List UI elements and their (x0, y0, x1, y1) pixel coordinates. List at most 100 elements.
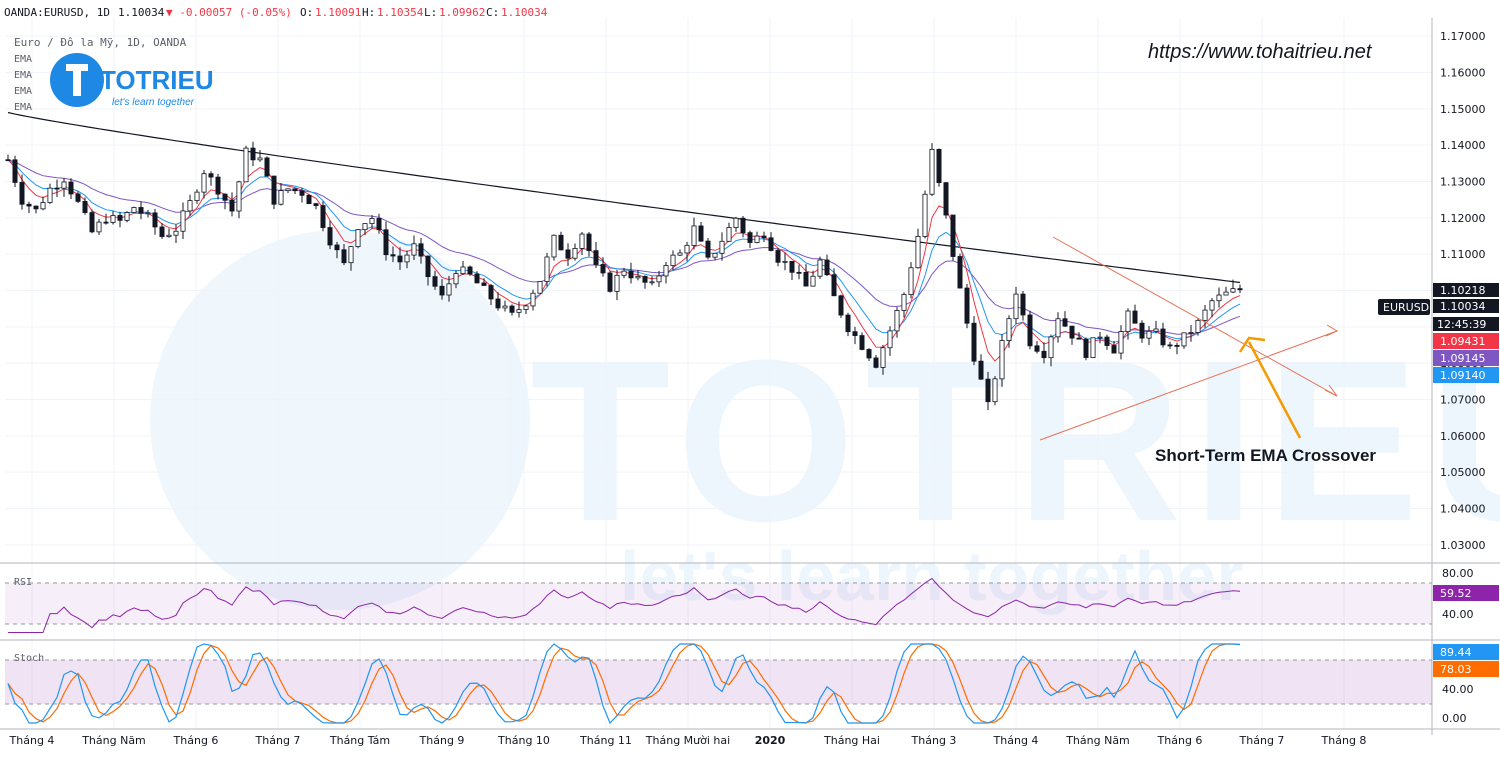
candle-down (747, 232, 753, 243)
candle-down (439, 285, 445, 296)
grid (5, 18, 1432, 729)
legend-ema-3[interactable]: EMA (14, 86, 32, 97)
candle-up (992, 378, 998, 403)
candle-up (544, 256, 550, 282)
candle-up (285, 188, 291, 192)
open-value: 1.10091 (315, 6, 361, 19)
price-tick-label: 1.05000 (1440, 466, 1486, 479)
legend-ema-1[interactable]: EMA (14, 54, 32, 65)
time-tick-label: Tháng Tám (329, 734, 390, 747)
price-tick-label: 1.12000 (1440, 212, 1486, 225)
time-tick-label: Tháng Hai (823, 734, 880, 747)
candle-down (481, 282, 487, 286)
candle-down (327, 227, 333, 246)
candle-up (782, 260, 788, 263)
candle-down (971, 322, 977, 362)
candle-up (894, 310, 900, 332)
low-label: L: (424, 6, 437, 19)
candle-up (173, 230, 179, 236)
candle-down (845, 314, 851, 333)
candle-down (75, 193, 81, 202)
candle-up (1216, 294, 1222, 302)
candle-down (474, 273, 480, 284)
candle-down (978, 360, 984, 380)
candle-up (887, 330, 893, 349)
candle-down (1104, 336, 1110, 346)
callout-arrowhead-icon (1238, 336, 1266, 353)
candle-down (936, 148, 942, 184)
time-labels: Tháng 4 Tháng Năm Tháng 6 Tháng 7 Tháng Tám T… (9, 734, 1367, 747)
candle-down (152, 212, 158, 228)
lower-trendline[interactable] (1039, 330, 1338, 441)
candle-down (376, 218, 382, 231)
legend-ema-4[interactable]: EMA (14, 102, 32, 113)
ema200-axis-label: 1.10218 (1440, 284, 1486, 297)
candle-down (838, 295, 844, 316)
candle-up (1209, 300, 1215, 311)
rsi-tick-80: 80.00 (1442, 567, 1474, 580)
ema200-line (7, 111, 1241, 284)
svg-text:TOTRIEU: TOTRIEU (530, 312, 1500, 569)
candle-down (642, 276, 648, 283)
candle-down (1041, 350, 1047, 359)
candle-up (278, 190, 284, 205)
candle-down (250, 147, 256, 161)
rsi-tick-40: 40.00 (1442, 608, 1474, 621)
price-tick-label: 1.04000 (1440, 503, 1486, 516)
candle-up (1153, 328, 1159, 332)
candle-down (159, 226, 165, 237)
candle-down (313, 203, 319, 206)
candle-down (68, 181, 74, 195)
logo-name: TOTRIEU (100, 65, 214, 95)
candle-down (852, 331, 858, 336)
candle-down (397, 255, 403, 263)
candle-up (614, 274, 620, 292)
candle-down (320, 205, 326, 228)
watermark-url: https://www.tohaitrieu.net (1148, 41, 1373, 63)
candle-up (691, 225, 697, 246)
price-tick-label: 1.13000 (1440, 176, 1486, 189)
candle-down (950, 214, 956, 257)
candle-down (859, 335, 865, 350)
candle-up (502, 305, 508, 309)
upper-trendline[interactable] (1052, 236, 1338, 397)
candle-down (383, 229, 389, 256)
price-tick-label: 1.03000 (1440, 539, 1486, 552)
candle-up (1188, 332, 1194, 334)
candle-up (516, 309, 522, 313)
stoch-band (5, 660, 1432, 704)
price-tick-label: 1.16000 (1440, 67, 1486, 80)
candle-up (453, 273, 459, 285)
candle-up (194, 191, 200, 202)
candle-down (215, 176, 221, 195)
candle-down (985, 378, 991, 403)
candle-down (292, 188, 298, 192)
rsi-band (5, 583, 1432, 624)
candle-up (460, 266, 466, 274)
candle-up (1055, 318, 1061, 338)
candle-down (761, 235, 767, 239)
candle-down (418, 243, 424, 257)
callout-arrow (1247, 341, 1302, 439)
candle-up (572, 248, 578, 259)
candle-down (803, 271, 809, 287)
legend-ema-2[interactable]: EMA (14, 70, 32, 81)
candle-down (1111, 345, 1117, 354)
candle-down (390, 254, 396, 257)
candle-up (131, 207, 137, 213)
time-tick-label: Tháng 9 (419, 734, 465, 747)
candle-up (40, 202, 46, 210)
candle-down (26, 203, 32, 207)
open-label: O: (300, 6, 313, 19)
candle-up (908, 267, 914, 295)
candle-up (1006, 318, 1012, 341)
stoch-k-line (7, 643, 1241, 725)
candle-down (19, 182, 25, 205)
ema-red-axis-label: 1.09431 (1440, 335, 1486, 348)
countdown-label: 12:45:39 (1437, 318, 1486, 331)
candle-up (929, 148, 935, 195)
candle-down (866, 349, 872, 359)
upper-trendline-arrowhead (1324, 384, 1338, 397)
candle-down (117, 215, 123, 221)
